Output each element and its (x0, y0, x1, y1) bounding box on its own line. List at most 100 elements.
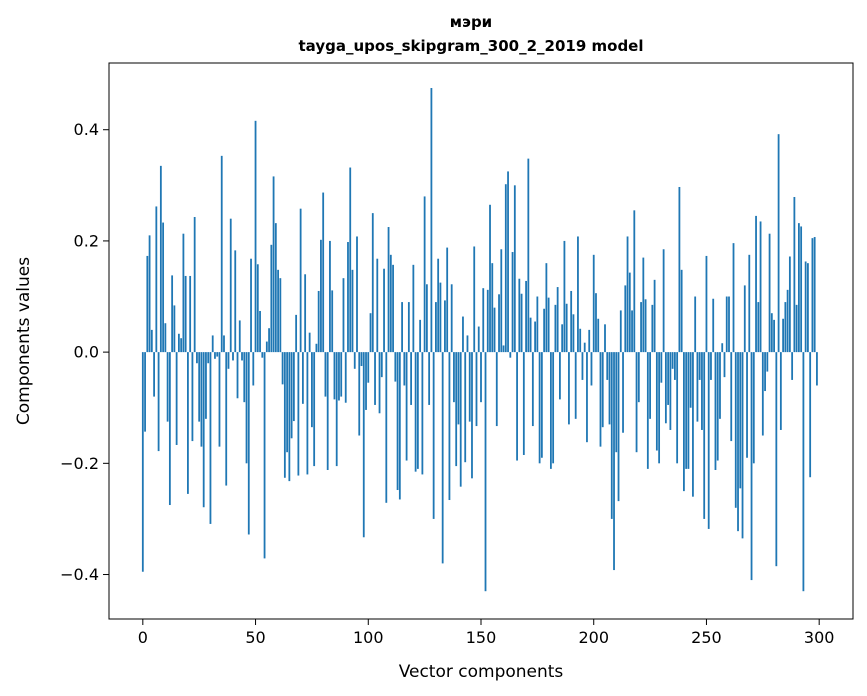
bar-component-290 (795, 304, 798, 353)
bar-component-262 (732, 243, 735, 353)
bar-component-239 (680, 269, 683, 353)
bar-component-73 (306, 352, 309, 475)
bar-component-0 (141, 352, 144, 572)
bar-component-249 (703, 352, 706, 519)
bar-component-63 (283, 352, 286, 478)
bar-component-274 (759, 221, 762, 353)
bar-component-11 (166, 352, 169, 422)
bar-component-164 (511, 252, 514, 353)
bar-component-58 (272, 176, 275, 353)
y-tick-label: −0.4 (60, 565, 99, 584)
y-tick-label: 0.2 (74, 231, 99, 250)
bar-component-287 (788, 256, 791, 353)
bar-component-160 (502, 345, 505, 353)
bar-component-204 (601, 352, 604, 428)
bar-component-44 (241, 352, 243, 361)
bar-component-107 (383, 268, 385, 353)
bar-component-273 (757, 302, 760, 353)
bar-component-223 (644, 299, 647, 353)
bar-component-229 (658, 352, 661, 464)
bar-component-118 (407, 302, 410, 353)
bar-component-41 (234, 250, 237, 353)
bar-component-209 (613, 352, 615, 571)
bar-component-220 (637, 352, 640, 403)
bar-component-208 (610, 352, 613, 519)
bar-component-218 (633, 210, 636, 353)
bar-component-157 (495, 352, 498, 427)
bar-component-244 (692, 352, 694, 497)
bar-component-270 (750, 352, 753, 581)
bar-component-206 (606, 352, 609, 380)
bar-component-69 (297, 352, 300, 476)
bar-component-59 (274, 223, 277, 353)
bar-component-16 (177, 333, 180, 353)
bar-component-145 (468, 352, 471, 422)
bar-component-32 (214, 352, 216, 359)
bar-component-115 (401, 302, 403, 353)
bar-component-51 (256, 264, 259, 353)
bar-component-138 (453, 352, 455, 403)
x-tick-label: 0 (138, 628, 148, 647)
bar-component-55 (265, 341, 268, 353)
x-tick-label: 150 (466, 628, 497, 647)
bar-component-38 (227, 352, 230, 369)
bar-component-271 (752, 352, 755, 464)
bar-component-227 (653, 279, 656, 353)
bar-component-268 (746, 352, 748, 458)
bar-component-243 (689, 352, 692, 408)
bar-component-181 (549, 352, 552, 469)
bar-component-68 (295, 314, 298, 353)
bar-component-289 (793, 197, 796, 353)
bar-component-196 (583, 342, 586, 353)
bar-component-71 (301, 352, 304, 404)
y-tick-label: 0.4 (74, 120, 99, 139)
bar-component-299 (816, 352, 818, 386)
bar-component-46 (245, 352, 248, 464)
bar-component-213 (622, 352, 624, 433)
bar-component-298 (813, 237, 816, 353)
bar-component-286 (786, 289, 789, 353)
bar-component-17 (180, 338, 183, 353)
bar-component-205 (604, 324, 606, 353)
bar-component-288 (791, 352, 794, 380)
bar-component-42 (236, 352, 239, 399)
bar-component-122 (416, 352, 419, 469)
bar-component-250 (705, 255, 708, 353)
bar-component-82 (326, 352, 329, 470)
bar-component-14 (173, 305, 176, 353)
bar-component-89 (342, 278, 345, 353)
bar-component-217 (631, 310, 633, 353)
bar-component-279 (770, 313, 773, 353)
bar-component-49 (252, 352, 255, 386)
bar-component-132 (439, 282, 442, 353)
bar-component-272 (755, 215, 757, 353)
bar-component-53 (261, 352, 264, 358)
bar-component-216 (628, 272, 631, 353)
x-tick-label: 250 (691, 628, 722, 647)
bar-component-276 (764, 352, 766, 392)
bar-component-106 (380, 352, 383, 378)
bar-component-101 (369, 313, 372, 353)
bar-component-13 (171, 275, 174, 353)
bar-component-194 (579, 328, 582, 353)
bar-component-212 (619, 310, 622, 353)
bar-component-159 (500, 249, 503, 353)
bar-component-283 (779, 352, 782, 430)
bar-component-110 (389, 254, 392, 353)
bar-component-228 (655, 352, 658, 451)
bar-component-94 (353, 352, 356, 369)
bar-component-8 (159, 165, 162, 353)
bar-component-135 (446, 247, 449, 353)
bar-component-180 (547, 297, 550, 353)
bar-component-141 (459, 352, 462, 487)
bar-component-10 (164, 323, 167, 353)
bar-component-207 (608, 352, 611, 425)
bar-component-21 (189, 275, 192, 353)
bar-component-183 (554, 304, 557, 353)
bar-component-174 (534, 321, 537, 353)
bar-component-36 (223, 335, 225, 353)
bar-component-197 (586, 352, 588, 443)
bar-component-215 (626, 236, 629, 353)
bar-component-168 (520, 293, 523, 353)
bar-component-267 (743, 285, 746, 353)
